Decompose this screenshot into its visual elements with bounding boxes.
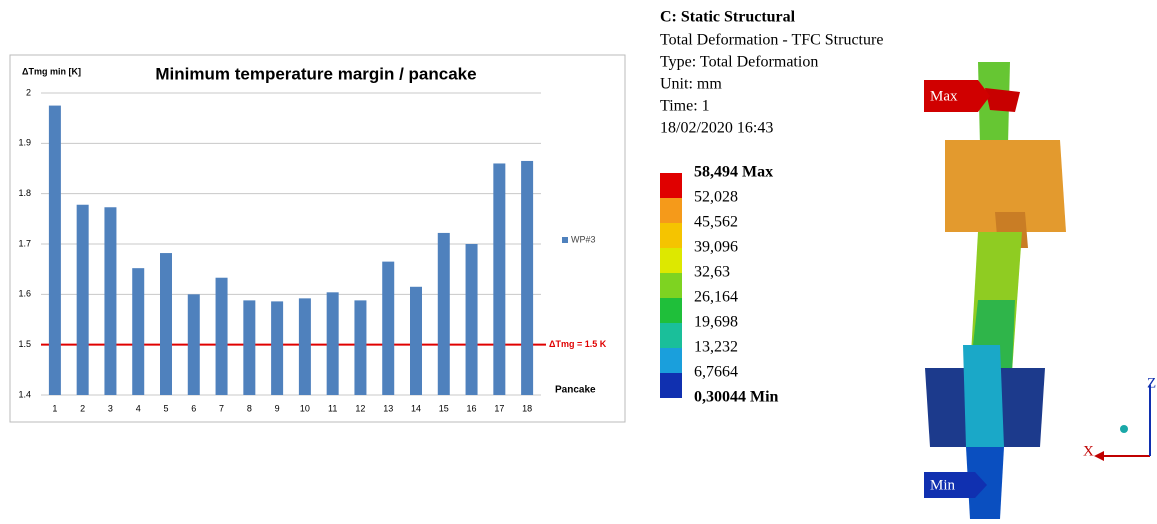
x-tick-label: 5	[163, 403, 168, 413]
x-tick-label: 10	[300, 403, 310, 413]
x-tick-label: 4	[136, 403, 141, 413]
x-tick-label: 12	[355, 403, 365, 413]
colorbar-label: 39,096	[694, 239, 738, 256]
color-band	[660, 223, 682, 248]
y-axis-label: ΔTmg min [K]	[22, 66, 81, 76]
header-line: Type: Total Deformation	[660, 54, 818, 71]
x-axis-label: Pancake	[555, 385, 596, 396]
x-tick-label: 9	[275, 403, 280, 413]
header-line: C: Static Structural	[660, 9, 796, 26]
y-tick-label: 1.8	[18, 188, 31, 198]
axis-triad: X Z	[1083, 375, 1156, 461]
x-tick-label: 2	[80, 403, 85, 413]
legend-swatch	[562, 237, 568, 243]
bar	[410, 286, 422, 395]
x-tick-label: 1	[52, 403, 57, 413]
bar	[298, 298, 311, 395]
bar	[104, 207, 117, 395]
color-band	[660, 373, 682, 398]
colorbar-label: 32,63	[694, 264, 730, 281]
x-tick-label: 14	[411, 403, 421, 413]
bar	[187, 294, 200, 395]
bar	[437, 232, 450, 395]
y-tick-label: 1.4	[18, 389, 31, 399]
bar	[76, 204, 89, 395]
x-tick-label: 11	[328, 403, 337, 413]
min-tag: Min	[930, 477, 956, 493]
reference-label: ΔTmg = 1.5 K	[549, 339, 607, 349]
axis-x-label: X	[1083, 443, 1094, 459]
color-band	[660, 248, 682, 273]
colorbar-label: 13,232	[694, 339, 738, 356]
colorbar-label: 52,028	[694, 189, 738, 206]
bar	[326, 292, 339, 395]
max-tag-box	[924, 80, 990, 112]
color-band	[660, 323, 682, 348]
x-tick-label: 8	[247, 403, 252, 413]
color-band	[660, 348, 682, 373]
colorbar-label: 0,30044 Min	[694, 389, 779, 406]
x-tick-label: 15	[439, 403, 449, 413]
chart-title: Minimum temperature margin / pancake	[155, 64, 476, 83]
bar	[243, 300, 256, 395]
colorbar-labels: 58,494 Max 52,028 45,562 39,096 32,63 26,164 1…	[694, 164, 779, 406]
legend-label: WP#3	[571, 234, 596, 244]
x-tick-label: 3	[108, 403, 113, 413]
bar	[493, 163, 506, 395]
x-tick-label: 6	[191, 403, 196, 413]
bar	[132, 268, 145, 395]
colorbar	[660, 173, 682, 398]
bar	[271, 301, 284, 395]
y-tick-label: 1.7	[18, 238, 31, 248]
bar	[354, 300, 367, 395]
bar	[465, 244, 478, 395]
color-band	[660, 198, 682, 223]
x-tick-label: 18	[522, 403, 532, 413]
color-band	[660, 273, 682, 298]
ansys-header: C: Static Structural Total Deformation -…	[660, 9, 883, 137]
x-tick-label: 13	[383, 403, 393, 413]
colorbar-label: 6,7664	[694, 364, 738, 381]
colorbar-label: 19,698	[694, 314, 738, 331]
triad-arrow	[1094, 451, 1104, 461]
bar	[521, 160, 534, 395]
color-band	[660, 298, 682, 323]
header-line: Unit: mm	[660, 76, 722, 93]
bar	[48, 105, 61, 395]
header-line: Time: 1	[660, 98, 710, 115]
bar	[382, 261, 395, 395]
axis-z-label: Z	[1147, 375, 1156, 391]
model-part	[985, 88, 1020, 112]
y-tick-label: 2	[26, 87, 31, 97]
bar	[160, 253, 172, 395]
header-line: Total Deformation - TFC Structure	[660, 32, 883, 49]
x-tick-label: 16	[467, 403, 477, 413]
colorbar-label: 58,494 Max	[694, 164, 773, 181]
x-tick-label: 17	[494, 403, 504, 413]
model-part	[963, 345, 1004, 447]
y-tick-label: 1.6	[18, 289, 31, 299]
bar	[215, 277, 228, 395]
model-part	[945, 140, 1066, 232]
header-line: 18/02/2020 16:43	[660, 120, 773, 137]
triad-y	[1120, 425, 1128, 433]
colorbar-label: 45,562	[694, 214, 738, 231]
color-band	[660, 173, 682, 198]
min-tag-box	[924, 472, 987, 498]
model: Max Min	[924, 62, 1066, 519]
colorbar-label: 26,164	[694, 289, 738, 306]
x-tick-label: 7	[219, 403, 224, 413]
y-tick-label: 1.9	[18, 138, 31, 148]
y-tick-label: 1.5	[18, 339, 31, 349]
max-tag: Max	[930, 88, 958, 104]
